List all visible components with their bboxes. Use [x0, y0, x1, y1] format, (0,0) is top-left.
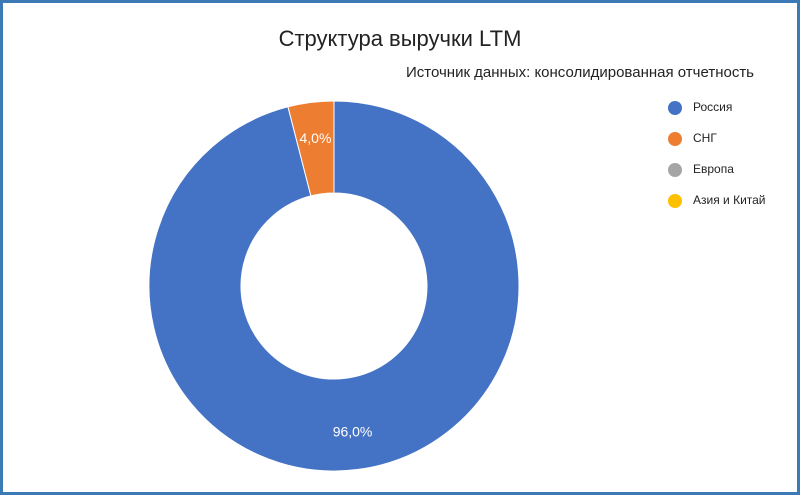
data-label: 96,0% — [333, 424, 373, 440]
legend-marker — [668, 194, 682, 208]
chart-subtitle: Источник данных: консолидированная отчет… — [406, 64, 754, 81]
data-label: 4,0% — [299, 130, 331, 146]
legend-label: Россия — [693, 100, 732, 114]
slice — [148, 100, 520, 472]
legend-label: Азия и Китай — [693, 193, 766, 207]
slice — [287, 100, 335, 197]
legend-label: Европа — [693, 162, 734, 176]
chart-title: Структура выручки LTM — [279, 26, 522, 51]
legend-marker — [668, 101, 682, 115]
legend-marker — [668, 163, 682, 177]
legend-marker — [668, 132, 682, 146]
legend-label: СНГ — [693, 131, 717, 145]
